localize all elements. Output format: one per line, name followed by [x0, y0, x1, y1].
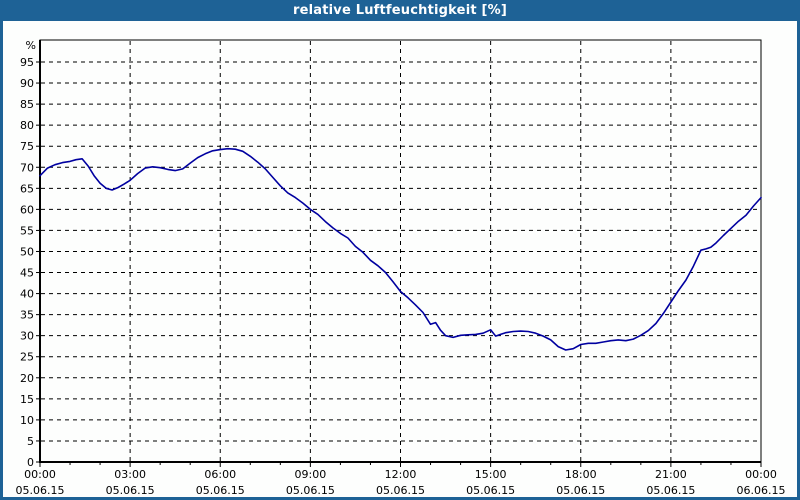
window-title: relative Luftfeuchtigkeit [%] — [292, 3, 508, 18]
y-tick-label: 5 — [27, 435, 34, 448]
x-date-label: 06.06.15 — [737, 484, 786, 497]
x-time-label: 18:00 — [565, 468, 597, 481]
y-tick-label: 0 — [27, 456, 34, 469]
y-tick-label: 20 — [20, 372, 34, 385]
x-time-label: 12:00 — [385, 468, 417, 481]
x-date-label: 05.06.15 — [286, 484, 335, 497]
y-tick-label: 40 — [20, 288, 34, 301]
y-tick-label: 45 — [20, 267, 34, 280]
humidity-curve — [39, 147, 762, 351]
y-tick-label: 95 — [20, 56, 34, 69]
title-bar: relative Luftfeuchtigkeit [%] — [3, 0, 797, 21]
x-time-label: 21:00 — [655, 468, 687, 481]
x-time-label: 06:00 — [204, 468, 236, 481]
x-date-label: 05.06.15 — [196, 484, 245, 497]
y-tick-label: 35 — [20, 309, 34, 322]
x-date-label: 05.06.15 — [106, 484, 155, 497]
x-time-label: 03:00 — [114, 468, 146, 481]
y-tick-label: 55 — [20, 224, 34, 237]
y-tick-label: 25 — [20, 351, 34, 364]
y-tick-label: 75 — [20, 140, 34, 153]
y-axis-unit-label: % — [26, 39, 36, 52]
y-tick-label: 10 — [20, 414, 34, 427]
y-tick-label: 70 — [20, 161, 34, 174]
x-date-label: 05.06.15 — [16, 484, 65, 497]
y-tick-label: 50 — [20, 245, 34, 258]
y-tick-label: 30 — [20, 330, 34, 343]
y-tick-label: 85 — [20, 98, 34, 111]
x-time-label: 09:00 — [295, 468, 327, 481]
x-date-label: 05.06.15 — [556, 484, 605, 497]
y-tick-label: 90 — [20, 77, 34, 90]
x-time-label: 15:00 — [475, 468, 507, 481]
y-tick-label: 15 — [20, 393, 34, 406]
x-date-label: 05.06.15 — [466, 484, 515, 497]
y-tick-label: 65 — [20, 182, 34, 195]
x-time-label: 00:00 — [745, 468, 777, 481]
x-date-label: 05.06.15 — [646, 484, 695, 497]
y-tick-label: 80 — [20, 119, 34, 132]
x-date-label: 05.06.15 — [376, 484, 425, 497]
y-tick-label: 60 — [20, 203, 34, 216]
x-time-label: 00:00 — [24, 468, 56, 481]
